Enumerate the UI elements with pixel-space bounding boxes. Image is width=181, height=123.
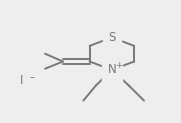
Text: S: S [108,31,116,44]
Text: –: – [29,72,34,82]
Text: +: + [115,61,122,70]
Text: I: I [20,74,24,87]
Text: N: N [108,63,116,76]
